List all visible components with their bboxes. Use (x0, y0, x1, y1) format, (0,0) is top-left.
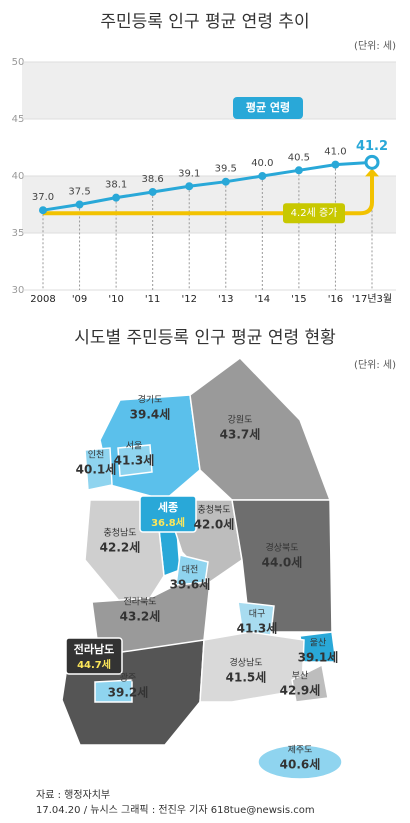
region-name: 부산 (292, 671, 309, 682)
annotation-box (283, 203, 345, 224)
point (112, 193, 121, 202)
point (75, 200, 84, 209)
legend-label: 평균 연령 (246, 100, 290, 114)
value-label: 40.5 (288, 152, 310, 163)
value-label: 39.5 (215, 164, 237, 175)
region-name: 경상북도 (265, 542, 298, 554)
x-tick-label: '16 (328, 294, 343, 305)
region-age: 41.3세 (114, 453, 155, 468)
x-tick-label: '11 (145, 294, 160, 305)
region-name: 인천 (88, 450, 105, 461)
legend-box (233, 97, 303, 119)
region-age: 44.7세 (77, 658, 111, 671)
credit: 17.04.20 / 뉴시스 그래픽 : 전진우 기자 618tue@newsi… (36, 804, 315, 816)
region-age: 44.0세 (262, 555, 303, 570)
region-age: 39.4세 (130, 407, 171, 422)
x-tick-label: '09 (72, 294, 87, 305)
unit: (단위: 세) (354, 39, 396, 52)
region-name: 충청남도 (103, 528, 136, 539)
region-age: 42.9세 (280, 683, 321, 698)
value-label: 41.2 (356, 139, 388, 154)
x-tick-label: '13 (218, 294, 233, 305)
region-age: 36.8세 (151, 516, 185, 529)
y-tick-label: 40 (12, 171, 25, 182)
point (364, 154, 380, 170)
point (39, 206, 47, 215)
x-tick-label: 2008 (30, 294, 55, 305)
region-name: 전라북도 (123, 597, 156, 608)
point (148, 187, 157, 196)
y-tick-label: 30 (12, 285, 25, 296)
region-age: 40.1세 (76, 462, 117, 477)
region-name: 강원도 (228, 415, 253, 426)
point (294, 166, 303, 175)
source: 자료 : 행정자치부 (36, 789, 110, 801)
region-name: 광주 (120, 672, 137, 684)
region (117, 444, 153, 477)
arrow-head (365, 168, 379, 177)
increase-arrow (43, 174, 374, 216)
point (258, 172, 267, 180)
line-chart: 30 35 40 45 50 2008 '09 '10 '11 '12 '13 '14 '15 '16 '1… (12, 57, 396, 305)
region (257, 744, 343, 780)
chart-title: 주민등록 인구 평균 연령 추이 (100, 12, 309, 32)
region-name: 경상남도 (229, 657, 262, 669)
x-tick-label: '15 (291, 294, 306, 305)
callout-box (139, 495, 197, 533)
region (231, 499, 333, 633)
series-line (42, 160, 373, 212)
value-label: 40.0 (251, 158, 273, 169)
value-label: 37.5 (68, 187, 90, 198)
region-age: 43.2세 (120, 609, 161, 624)
region (94, 679, 133, 703)
callout-box (65, 637, 123, 675)
region-name: 제주도 (288, 745, 313, 756)
region (291, 663, 329, 703)
region-age: 39.2세 (108, 685, 149, 700)
region-name: 경기도 (138, 394, 163, 406)
unit: (단위: 세) (354, 358, 396, 371)
map-title: 시도별 주민등록 인구 평균 연령 현황 (74, 328, 336, 348)
region-age: 39.1세 (298, 650, 339, 665)
y-tick-label: 45 (12, 114, 25, 125)
x-tick-label: '12 (181, 294, 196, 305)
x-tick-label: '14 (255, 294, 270, 305)
region (84, 447, 113, 491)
band (22, 62, 396, 119)
value-label: 37.0 (32, 192, 54, 203)
region-age: 39.6세 (170, 577, 211, 592)
value-label: 39.1 (178, 168, 200, 179)
y-tick-label: 35 (12, 228, 25, 239)
value-label: 38.6 (142, 174, 164, 185)
region-age: 41.3세 (237, 621, 278, 636)
value-label: 38.1 (105, 180, 127, 191)
region-name: 충청북도 (197, 505, 230, 516)
y-tick-label: 50 (12, 57, 25, 68)
region-name: 대구 (249, 609, 266, 620)
point (331, 160, 340, 169)
value-label: 41.0 (324, 147, 346, 158)
x-tick-label: '17년3월 (352, 293, 392, 305)
point (185, 182, 194, 191)
region-name: 전라남도 (74, 642, 114, 656)
x-tick-label: '10 (108, 294, 123, 305)
region-age: 43.7세 (220, 427, 261, 442)
region-age: 42.0세 (194, 517, 235, 532)
region-name: 울산 (310, 638, 327, 649)
point (221, 177, 230, 186)
region-name: 세종 (158, 500, 178, 514)
region-name: 서울 (126, 441, 143, 452)
region-age: 40.6세 (280, 757, 321, 772)
annotation: 4.2세 증가 (291, 207, 338, 219)
region-age: 42.2세 (100, 540, 141, 555)
region-age: 41.5세 (226, 670, 267, 685)
region-name: 대전 (182, 565, 199, 576)
